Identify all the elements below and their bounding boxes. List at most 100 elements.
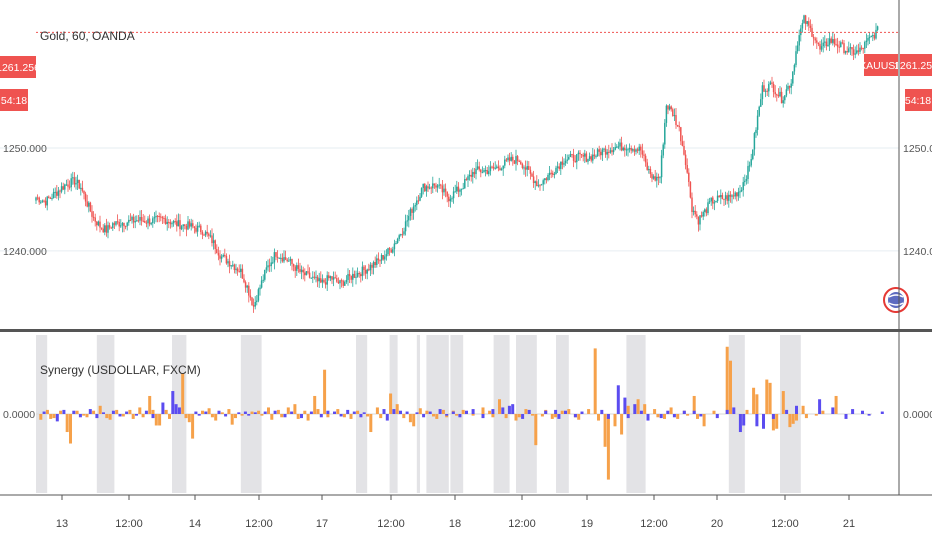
candle-body [660,155,663,178]
candle-body [699,215,701,225]
synergy-bar [352,411,356,414]
synergy-bar [557,414,561,419]
synergy-bar [154,414,158,426]
candle-body [569,154,572,158]
synergy-bar [481,414,485,419]
candle-body [545,178,548,180]
candle-body [550,172,552,174]
synergy-bar [194,411,198,414]
candle-body [59,190,61,192]
candle-body [843,43,845,53]
candle-body [483,170,485,173]
candle-body [556,166,559,168]
synergy-bar [517,414,521,418]
candle-body [790,83,792,88]
candle-body [558,166,560,169]
candle-body [312,276,314,278]
synergy-bar [227,409,231,414]
synergy-bar [696,414,699,419]
synergy-bar [653,409,657,414]
candle-body [372,262,375,268]
time-tick-label: 12:00 [508,518,536,530]
candle-body [686,165,688,173]
synergy-bar [441,409,445,414]
candle-body [516,156,519,161]
candle-body [270,262,272,267]
candle-body [35,197,37,201]
candle-body [382,255,384,260]
candle-body [216,249,218,254]
candle-body [700,215,703,217]
candle-body [612,149,615,153]
candle-body [500,168,503,171]
candle-body [588,156,591,160]
candle-body [323,279,325,283]
candle-body [395,243,397,245]
candle-body [456,186,458,192]
time-tick-label: 12:00 [245,518,273,530]
pane-separator[interactable] [0,329,932,332]
candle-body [608,151,610,153]
candle-body [241,268,244,279]
candle-body [870,35,872,38]
synergy-bar [296,414,300,419]
candle-body [272,262,274,264]
candle-body [256,300,258,303]
candle-body [196,226,199,232]
indicator-y-label-left: 0.0000 [3,409,35,421]
synergy-bar [121,414,125,417]
candle-body [464,179,466,189]
candle-body [182,224,184,227]
candle-body [624,147,626,151]
candle-body [672,109,674,116]
synergy-bar [491,414,495,418]
candle-body [792,71,794,84]
synergy-bar [471,414,475,416]
candle-body [243,278,245,283]
candle-body [572,154,575,161]
synergy-bar [55,414,59,422]
candle-body [828,38,831,45]
candle-body [204,231,207,236]
candle-body [760,99,762,107]
candle-body [595,156,597,158]
synergy-bar [554,409,558,414]
synergy-bar [781,391,785,414]
candle-body [670,106,672,110]
synergy-bar [564,410,567,414]
candle-body [657,176,660,178]
synergy-bar [554,414,558,418]
candle-body [97,221,100,226]
synergy-bar [527,409,531,414]
candle-body [206,231,208,234]
candle-body [448,196,450,202]
time-tick-label: 14 [189,518,201,530]
candle-body [512,156,514,161]
synergy-bar [207,408,211,414]
candle-body [384,256,386,260]
candle-body [496,166,498,168]
right-price-label: 1261.256 [894,60,932,72]
candle-body [88,202,90,207]
candle-body [259,287,261,290]
events-globe-icon[interactable] [883,287,909,313]
synergy-bar [75,410,79,414]
candle-body [484,170,487,172]
synergy-bar [521,414,525,419]
candle-body [752,149,754,160]
candle-body [768,84,770,92]
synergy-bar [729,360,732,414]
synergy-bar [42,411,46,414]
candle-body [70,178,72,188]
candle-body [872,35,874,37]
synergy-bar [98,405,102,414]
synergy-bar [405,411,409,414]
candle-body [398,235,400,239]
candle-body [795,51,797,65]
candle-body [60,186,63,192]
candle-body [390,249,392,253]
candle-body [806,21,808,24]
synergy-bar [375,407,379,414]
candle-body [392,249,394,253]
